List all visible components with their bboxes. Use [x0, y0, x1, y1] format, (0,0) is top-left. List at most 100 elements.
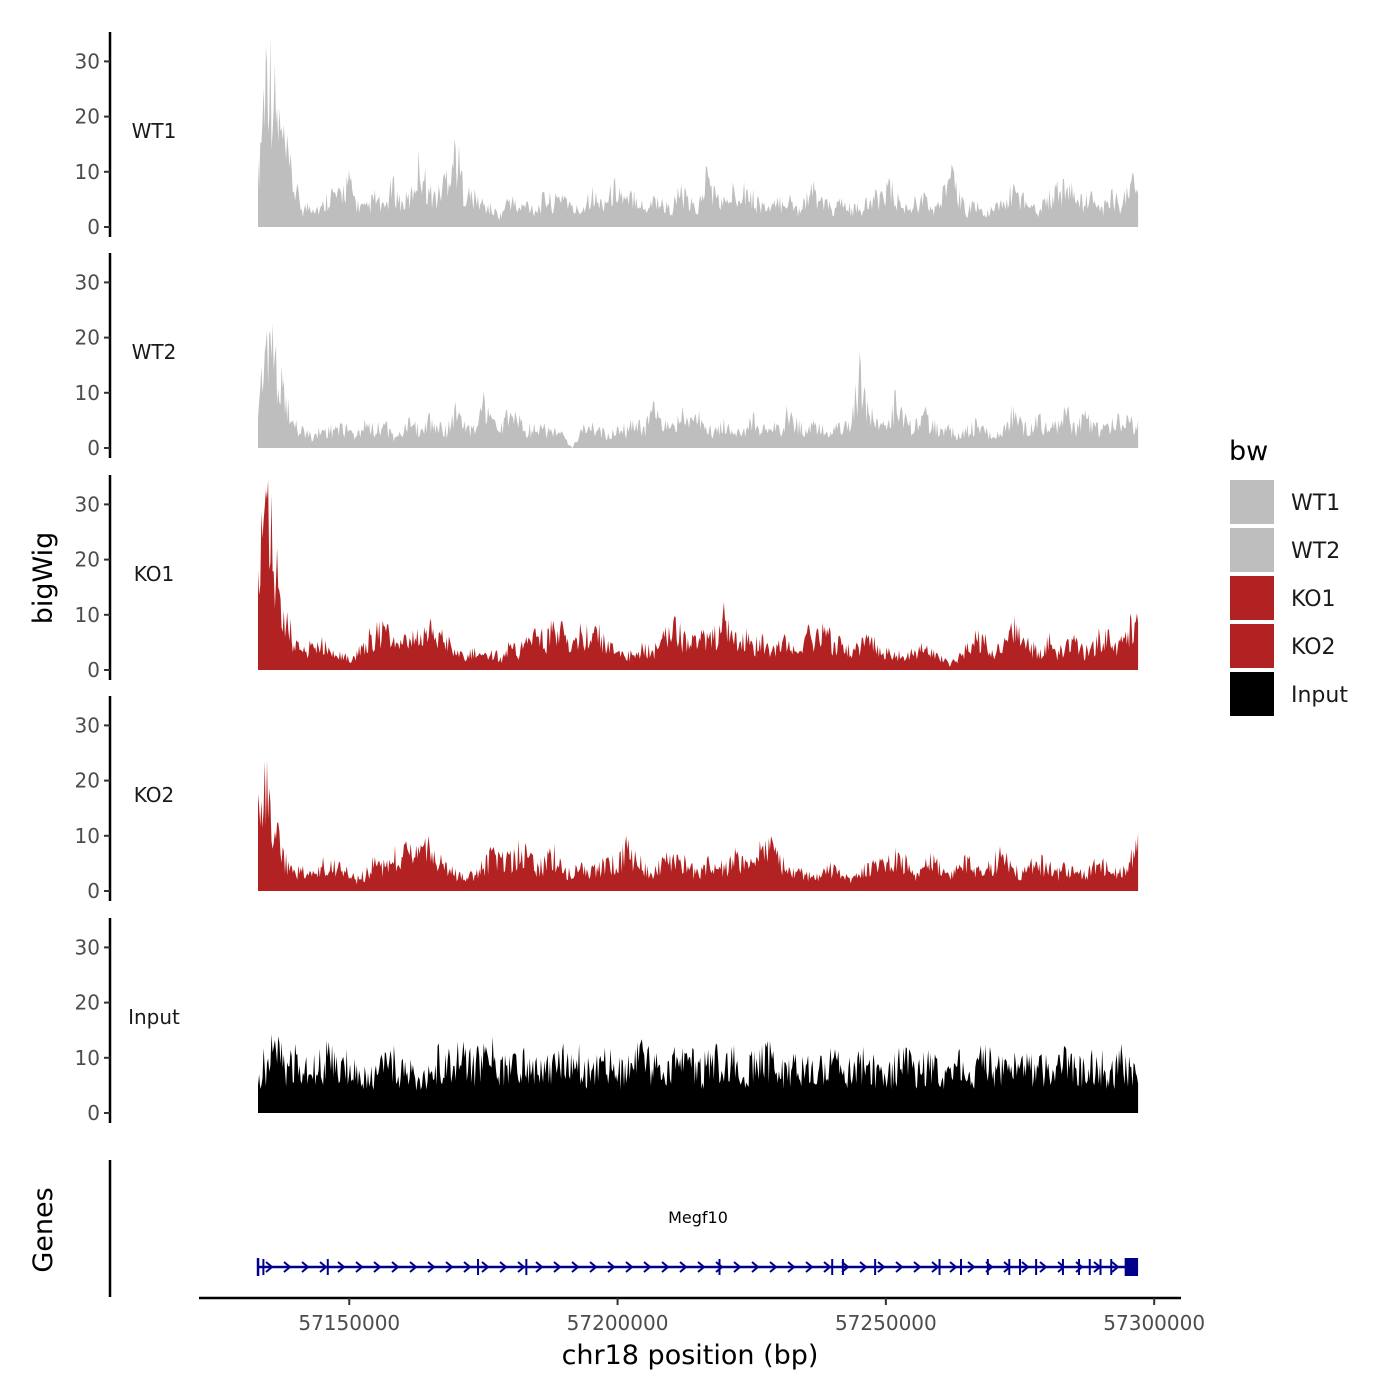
x-tick-label: 57300000: [1103, 1311, 1205, 1335]
legend-swatch-wt1: [1230, 480, 1274, 524]
gene-strand-arrow: [1021, 1261, 1030, 1273]
gene-strand-arrow: [445, 1261, 454, 1273]
legend-label-ko1: KO1: [1291, 587, 1336, 612]
track-label-wt1: WT1: [132, 119, 177, 143]
legend: bw WT1 WT2 KO1 KO2 Input: [1229, 436, 1348, 716]
gene-strand-arrow: [877, 1261, 886, 1273]
y-tick-label: 10: [75, 381, 100, 405]
coverage-area-wt1: [258, 35, 1139, 227]
track-label-input: Input: [128, 1005, 180, 1029]
coverage-area-input: [258, 1034, 1139, 1113]
gene-strand-arrow: [265, 1261, 274, 1273]
gene-strand-arrow: [409, 1261, 418, 1273]
track-input: 0 10 20 30 Input: [75, 918, 1139, 1125]
gene-strand-arrow: [949, 1261, 958, 1273]
gene-exon: [1124, 1258, 1139, 1276]
genes-panel-title: Genes: [28, 1187, 59, 1272]
track-label-ko2: KO2: [134, 783, 175, 807]
track-wt2: 0 10 20 30 WT2: [75, 253, 1139, 460]
gene-strand-arrow: [751, 1261, 760, 1273]
x-tick-label: 57250000: [835, 1311, 937, 1335]
y-tick-label: 10: [75, 1046, 100, 1070]
gene-strand-arrow: [679, 1261, 688, 1273]
gene-strand-arrow: [337, 1261, 346, 1273]
x-axis: 57150000 57200000 57250000 57300000: [199, 1296, 1205, 1335]
gene-name-label: Megf10: [668, 1208, 728, 1227]
track-label-ko1: KO1: [134, 562, 175, 586]
gene-strand-arrow: [481, 1261, 490, 1273]
y-tick-label: 0: [87, 658, 100, 682]
legend-label-wt1: WT1: [1291, 491, 1340, 516]
y-tick-label: 0: [87, 436, 100, 460]
y-tick-label: 30: [75, 935, 100, 959]
gene-strand-arrow: [715, 1261, 724, 1273]
legend-label-input: Input: [1291, 683, 1348, 708]
y-tick-label: 20: [75, 105, 100, 129]
y-axis-title: bigWig: [28, 532, 59, 625]
gene-strand-arrow: [859, 1261, 868, 1273]
track-ko1: 0 10 20 30 KO1: [75, 475, 1139, 682]
legend-title: bw: [1229, 436, 1268, 467]
gene-strand-arrow: [607, 1261, 616, 1273]
gene-strand-arrow: [427, 1261, 436, 1273]
signal-tracks: 0 10 20 30 WT1 0 10 20 30 WT2 0 10 20 30 KO1 0 10 20 30 KO2…: [75, 32, 1139, 1125]
track-wt1: 0 10 20 30 WT1: [75, 32, 1139, 239]
gene-strand-arrow: [733, 1261, 742, 1273]
gene-strand-arrow: [553, 1261, 562, 1273]
x-axis-title: chr18 position (bp): [562, 1340, 819, 1371]
legend-swatch-ko2: [1230, 624, 1274, 668]
gene-strand-arrow: [589, 1261, 598, 1273]
track-label-wt2: WT2: [132, 340, 177, 364]
legend-swatch-wt2: [1230, 528, 1274, 572]
y-tick-label: 30: [75, 492, 100, 516]
gene-strand-arrow: [787, 1261, 796, 1273]
gene-strand-arrow: [319, 1261, 328, 1273]
y-tick-label: 10: [75, 603, 100, 627]
gene-strand-arrow: [805, 1261, 814, 1273]
legend-label-wt2: WT2: [1291, 539, 1340, 564]
y-tick-label: 0: [87, 215, 100, 239]
y-tick-label: 30: [75, 270, 100, 294]
gene-annotation-panel: Megf10: [108, 1160, 1139, 1297]
gene-strand-arrow: [391, 1261, 400, 1273]
coverage-area-ko1: [258, 480, 1139, 670]
gene-strand-arrow: [283, 1261, 292, 1273]
gene-strand-arrow: [517, 1261, 526, 1273]
y-tick-label: 0: [87, 1101, 100, 1125]
gene-strand-arrow: [355, 1261, 364, 1273]
y-tick-label: 10: [75, 160, 100, 184]
gene-strand-arrow: [625, 1261, 634, 1273]
y-tick-label: 20: [75, 769, 100, 793]
y-tick-label: 30: [75, 713, 100, 737]
y-tick-label: 30: [75, 49, 100, 73]
gene-strand-arrow: [643, 1261, 652, 1273]
gene-strand-arrow: [913, 1261, 922, 1273]
gene-strand-arrow: [463, 1261, 472, 1273]
y-tick-label: 10: [75, 824, 100, 848]
gene-strand-arrow: [841, 1261, 850, 1273]
gene-strand-arrow: [895, 1261, 904, 1273]
gene-strand-arrow: [1039, 1261, 1048, 1273]
gene-strand-arrow: [301, 1261, 310, 1273]
gene-strand-arrow: [769, 1261, 778, 1273]
track-ko2: 0 10 20 30 KO2: [75, 696, 1139, 903]
gene-strand-arrow: [1075, 1261, 1084, 1273]
legend-label-ko2: KO2: [1291, 635, 1336, 660]
gene-strand-arrow: [967, 1261, 976, 1273]
x-tick-label: 57150000: [298, 1311, 400, 1335]
x-tick-label: 57200000: [567, 1311, 669, 1335]
gene-strand-arrow: [697, 1261, 706, 1273]
gene-strand-arrow: [1111, 1261, 1120, 1273]
legend-swatch-ko1: [1230, 576, 1274, 620]
gene-strand-arrow: [1057, 1261, 1066, 1273]
gene-strand-arrow: [373, 1261, 382, 1273]
gene-strand-arrow: [661, 1261, 670, 1273]
y-tick-label: 20: [75, 548, 100, 572]
gene-strand-arrow: [535, 1261, 544, 1273]
gene-strand-arrow: [499, 1261, 508, 1273]
coverage-area-wt2: [258, 322, 1139, 448]
gene-strand-arrow: [823, 1261, 832, 1273]
y-tick-label: 0: [87, 879, 100, 903]
gene-strand-arrow: [931, 1261, 940, 1273]
